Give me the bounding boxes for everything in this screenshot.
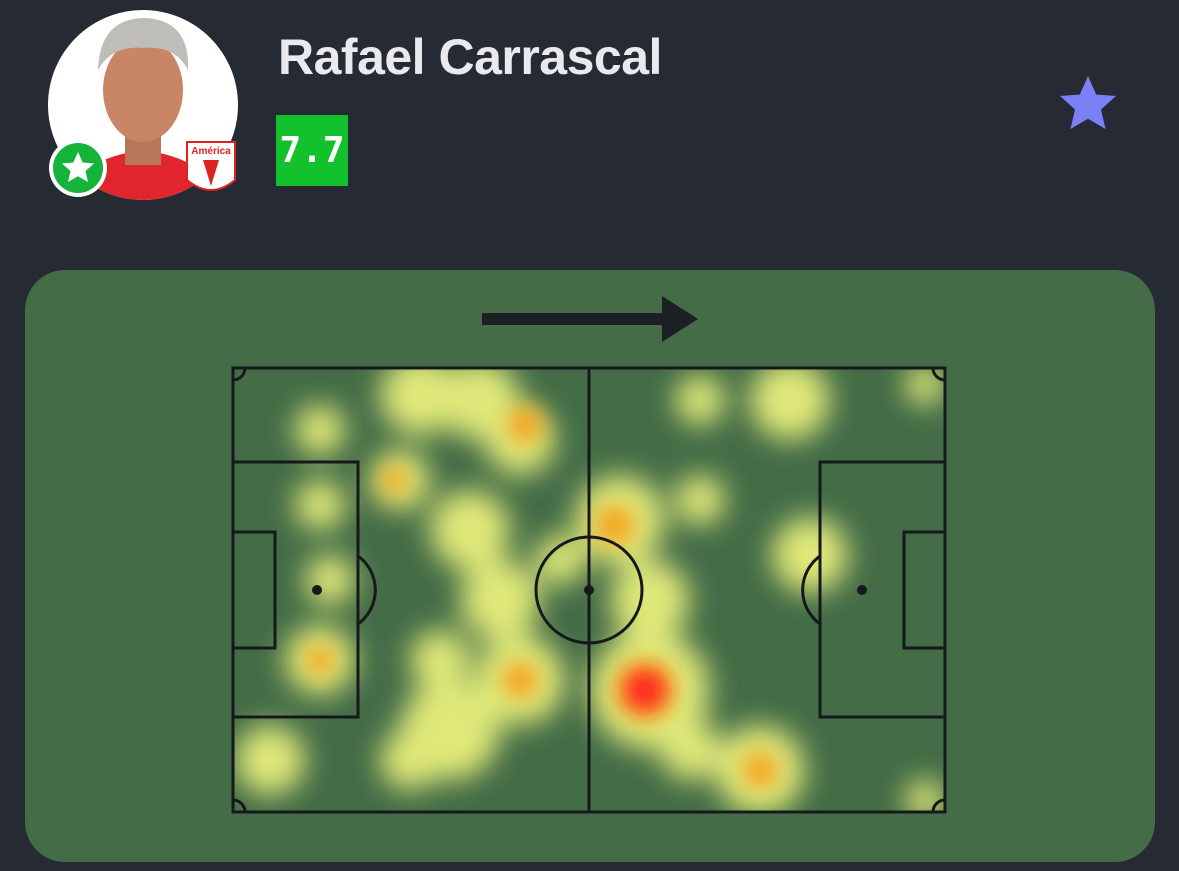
pitch-spots — [312, 585, 867, 595]
club-badge: América — [186, 141, 236, 191]
star-badge — [49, 139, 107, 197]
heat-blobs — [235, 368, 945, 812]
favorite-star[interactable] — [1060, 76, 1116, 129]
direction-arrow — [482, 296, 698, 342]
club-name: América — [191, 146, 231, 157]
rating-badge: 7.7 — [276, 115, 348, 186]
player-name: Rafael Carrascal — [278, 29, 662, 85]
